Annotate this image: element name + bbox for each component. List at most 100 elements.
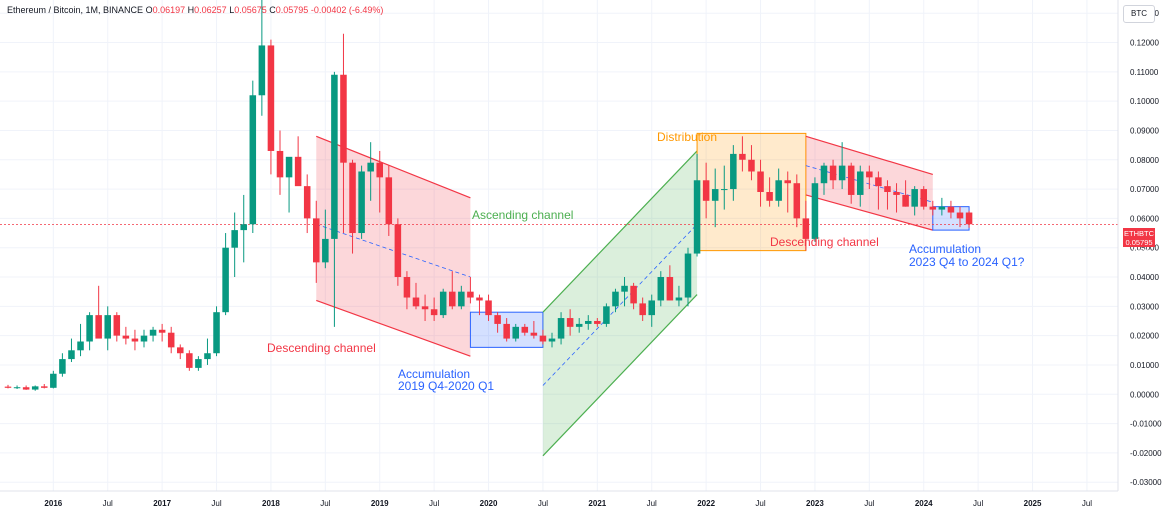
candle-body [13, 387, 21, 389]
candle [285, 156, 293, 213]
candle [322, 209, 329, 269]
candle [748, 145, 755, 181]
candle-body [521, 326, 529, 333]
candle-body [512, 326, 519, 339]
candle-body [231, 230, 238, 248]
candle-body [140, 335, 148, 342]
candle [938, 197, 946, 216]
candle-body [675, 297, 683, 301]
candle-body [911, 189, 918, 207]
currency-button[interactable]: BTC [1123, 5, 1155, 23]
candle [693, 153, 701, 257]
candle-body [177, 347, 184, 354]
candle-body [430, 309, 438, 316]
candle-body [956, 212, 964, 219]
candles [4, 0, 973, 391]
candle [204, 338, 211, 365]
candle [866, 165, 873, 190]
last-price-value: 0.05795 [1125, 238, 1153, 247]
candle-body [285, 156, 293, 178]
candle-body [693, 180, 701, 254]
x-tick-label: 2025 [1024, 499, 1042, 508]
candle [267, 39, 275, 175]
candle-body [766, 192, 773, 201]
candle-body [122, 335, 130, 339]
candle-body [449, 291, 456, 307]
candle-body [458, 291, 465, 307]
red-channel-midline [316, 223, 471, 278]
candle [630, 282, 637, 310]
candle [730, 145, 737, 201]
candle [965, 210, 973, 228]
accumulation-2-label-line1: Accumulation [909, 242, 981, 256]
candle [59, 353, 66, 377]
candle [4, 384, 12, 389]
candle [612, 288, 619, 313]
candle-body [204, 353, 211, 360]
candle [956, 206, 964, 228]
candle-body [702, 180, 710, 201]
candle-body [340, 74, 347, 163]
candle-body [711, 189, 719, 201]
candle [449, 271, 456, 310]
candle-body [86, 315, 93, 342]
candle [820, 162, 828, 195]
y-tick-label: 0.02000 [1130, 332, 1159, 341]
candle-body [294, 156, 302, 187]
candle-body [866, 171, 873, 178]
candle [793, 174, 801, 228]
candle [766, 177, 773, 207]
candle-body [857, 171, 864, 195]
red-channel-upper [805, 135, 933, 175]
annotation-zones [0, 132, 1118, 457]
x-tick-label: 2024 [915, 499, 933, 508]
candle [177, 344, 184, 360]
green-channel-fill [542, 150, 698, 456]
candle-body [95, 315, 102, 339]
y-tick-label: -0.01000 [1130, 420, 1162, 429]
candle [494, 312, 501, 333]
y-tick-label: 0.10000 [1130, 97, 1159, 106]
red-channel-lower [316, 299, 471, 357]
candle-body [603, 306, 610, 324]
candle-body [947, 206, 955, 213]
candle-body [648, 300, 655, 316]
descending-channel-2-label: Descending channel [770, 235, 879, 249]
y-tick-label: 0.06000 [1130, 214, 1159, 223]
candle [666, 265, 674, 301]
candle [86, 312, 93, 351]
candle-body [847, 165, 855, 195]
candle [811, 177, 819, 242]
candle-body [331, 74, 338, 239]
candle [648, 294, 655, 327]
candle [947, 200, 955, 219]
candle-body [884, 186, 891, 193]
candle [331, 71, 338, 327]
x-tick-label: Jul [320, 499, 330, 508]
candle [367, 142, 374, 201]
candle [158, 323, 166, 342]
candle [739, 136, 746, 172]
candle [920, 186, 927, 210]
candle [757, 159, 764, 207]
x-tick-label: Jul [755, 499, 765, 508]
candle-body [322, 238, 329, 263]
candle-body [195, 359, 202, 368]
candle-body [893, 192, 900, 195]
candle [893, 183, 900, 213]
candle-body [276, 150, 284, 178]
candle [802, 200, 810, 251]
candle [621, 277, 628, 307]
candle [539, 329, 547, 345]
low-label: L [229, 5, 235, 15]
candle [313, 200, 320, 283]
x-tick-label: 2023 [806, 499, 824, 508]
candle [884, 180, 891, 210]
candle [186, 350, 193, 371]
x-tick-label: Jul [429, 499, 439, 508]
candle-body [566, 318, 574, 327]
candle-body [31, 386, 39, 390]
candle [521, 323, 529, 336]
